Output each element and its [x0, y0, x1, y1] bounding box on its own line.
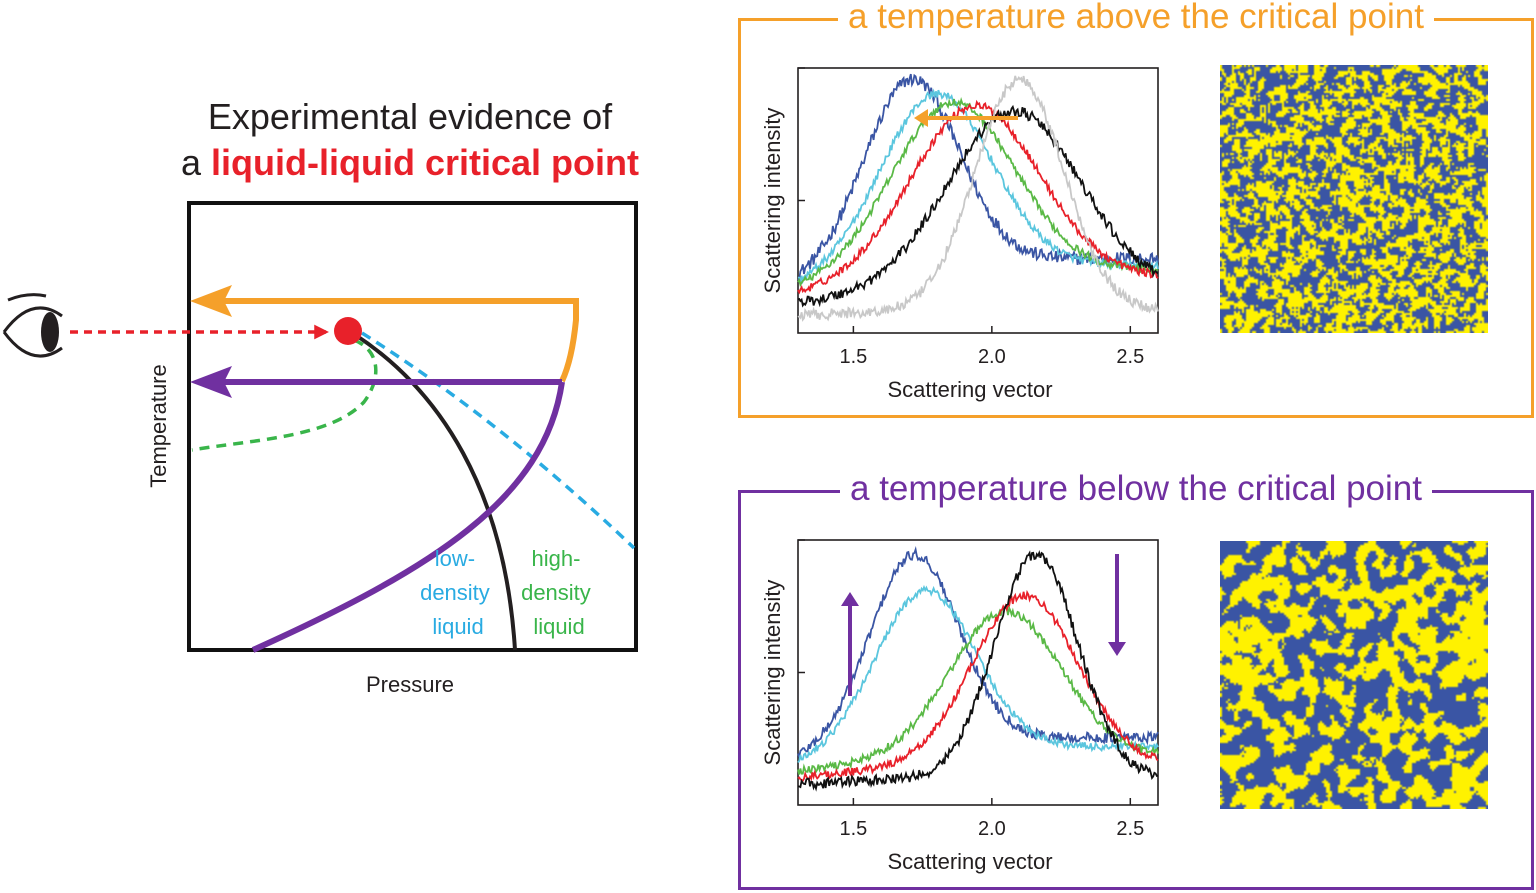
- widom-line: [361, 331, 636, 550]
- below-path-curve: [251, 381, 565, 653]
- low-density-label: low- density liquid: [420, 546, 496, 639]
- below-panel-title: a temperature below the critical point: [840, 469, 1432, 508]
- trend-arrowhead: [914, 109, 928, 127]
- series-blue: [797, 73, 1159, 281]
- above-scattering-plot: 1.5 2.0 2.5 Scattering vector Scattering int…: [760, 67, 1159, 402]
- below-critical-panel: a temperature below the critical point: [738, 469, 1534, 890]
- trend-arrowhead: [841, 592, 859, 606]
- eye-icon: [2, 293, 63, 358]
- temperature-axis-label: Temperature: [146, 364, 171, 488]
- phase-diagram: low- density liquid high- density liquid…: [2, 201, 638, 697]
- above-path-arrowhead: [190, 285, 232, 317]
- above-path: [222, 298, 579, 383]
- x-tick-label: 1.5: [839, 346, 867, 368]
- below-scattering-plot: 1.5 2.0 2.5 Scattering vector Scattering int…: [760, 539, 1159, 874]
- above-critical-panel: a temperature above the critical point: [738, 0, 1534, 418]
- x-axis-label: Scattering vector: [887, 849, 1052, 874]
- critical-point: [334, 317, 362, 345]
- figure-heading-line2: a liquid-liquid critical point: [100, 142, 720, 184]
- above-panel-title-wrap: a temperature above the critical point: [741, 0, 1531, 37]
- phase-diagram-frame: [187, 201, 638, 652]
- figure-heading-line1: Experimental evidence of: [207, 96, 613, 137]
- heading-highlight: liquid-liquid critical point: [211, 142, 639, 183]
- high-density-label: high- density liquid: [521, 546, 597, 639]
- series-red: [797, 99, 1159, 295]
- series-black: [797, 104, 1159, 308]
- series-grey: [797, 75, 1159, 322]
- series-blue: [797, 545, 1159, 761]
- above-panel-title: a temperature above the critical point: [838, 0, 1434, 36]
- heading-prefix: a: [180, 142, 212, 183]
- coexistence-line: [352, 332, 517, 651]
- series-green: [797, 604, 1159, 775]
- series-black: [797, 549, 1159, 792]
- x-axis-label: Scattering vector: [887, 377, 1052, 402]
- y-axis-label: Scattering intensity: [760, 108, 785, 294]
- pressure-axis-label: Pressure: [366, 672, 454, 697]
- y-axis-label: Scattering intensity: [760, 580, 785, 766]
- below-path-arrowhead: [190, 366, 232, 398]
- x-tick-label: 1.5: [839, 818, 867, 840]
- below-panel-title-wrap: a temperature below the critical point: [741, 469, 1531, 509]
- trend-arrowhead: [1108, 642, 1126, 656]
- below-configuration-map: [1220, 541, 1488, 809]
- x-tick-label: 2.0: [978, 818, 1006, 840]
- spinodal-line: [191, 338, 378, 452]
- x-tick-label: 2.5: [1116, 346, 1144, 368]
- x-tick-label: 2.0: [978, 346, 1006, 368]
- above-configuration-map: [1220, 65, 1488, 333]
- x-tick-label: 2.5: [1116, 818, 1144, 840]
